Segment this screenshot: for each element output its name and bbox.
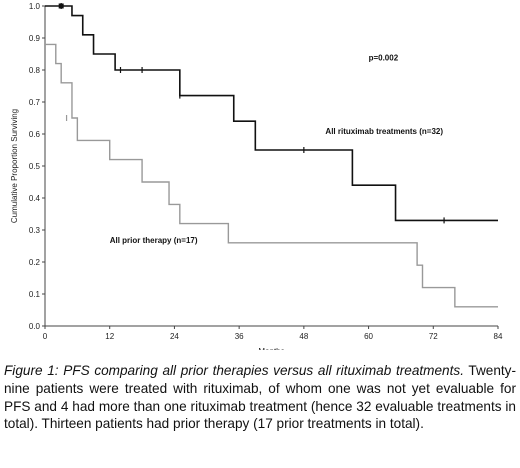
x-tick-label: 84 [494,332,503,341]
chart-annotation: All rituximab treatments (n=32) [325,127,443,136]
x-tick-label: 48 [299,332,308,341]
y-tick-label: 0.8 [29,66,41,75]
x-tick-label: 0 [43,332,48,341]
x-axis-title: Months [258,347,284,350]
caption-lead: Figure 1: PFS comparing all prior therap… [4,363,464,378]
pfs-chart: 0 12 24 36 48 60 72 84 0.0 0.1 0.2 0.3 0.4 0.5 0.6 0.7 0… [10,2,503,350]
x-tick-label: 60 [364,332,373,341]
y-tick-label: 0.3 [29,226,41,235]
chart-annotations: p=0.002 All rituximab treatments (n=32) Al… [110,53,444,244]
figure-caption: Figure 1: PFS comparing all prior therap… [4,362,516,433]
y-tick-label: 1.0 [29,2,41,11]
y-tick-label: 0.5 [29,162,41,171]
y-tick-label: 0.7 [29,98,41,107]
caption-body: Twenty-nine patients were treated with r… [4,363,516,432]
x-tick-label: 24 [170,332,179,341]
series-line-1 [45,43,498,308]
chart-annotation: p=0.002 [369,53,399,62]
chart-annotation: All prior therapy (n=17) [110,236,198,245]
y-tick-label: 0.6 [29,130,41,139]
x-tick-label: 36 [235,332,244,341]
chart-axes: 0 12 24 36 48 60 72 84 0.0 0.1 0.2 0.3 0.4 0.5 0.6 0.7 0… [10,2,503,350]
x-tick-label: 12 [105,332,114,341]
y-tick-label: 0.4 [29,194,41,203]
y-tick-label: 0.0 [29,322,41,331]
start-marker [58,3,64,9]
y-tick-label: 0.1 [29,290,41,299]
x-tick-label: 72 [429,332,438,341]
y-axis-title: Cumulative Proportion Surviving [10,109,19,223]
y-tick-label: 0.9 [29,34,41,43]
series-line-0 [45,5,498,222]
y-tick-label: 0.2 [29,258,41,267]
chart-series [45,3,498,308]
